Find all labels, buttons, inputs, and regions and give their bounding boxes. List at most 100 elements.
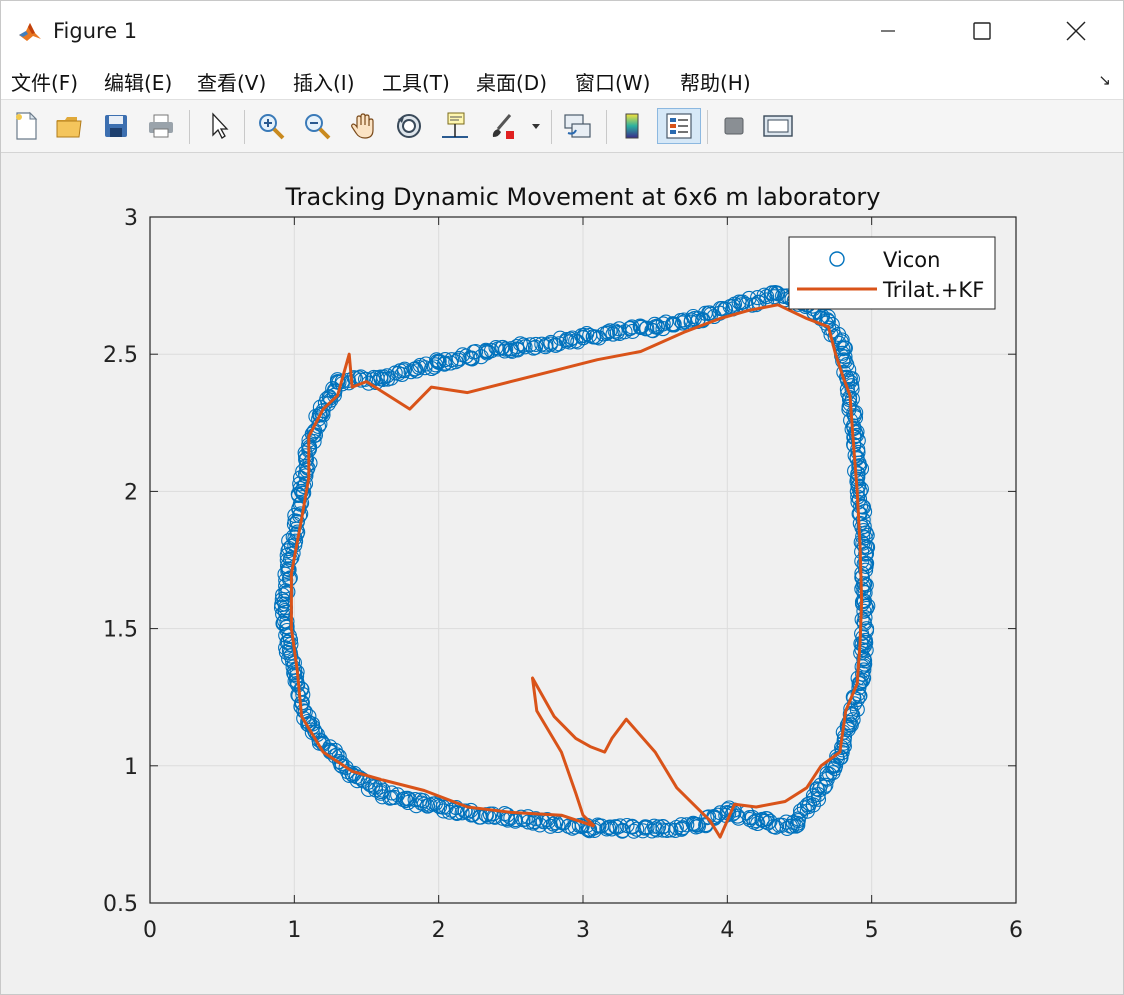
vicon-point — [575, 330, 591, 346]
vicon-marker — [281, 642, 297, 659]
brush-dropdown-button[interactable] — [526, 108, 546, 144]
pan-button[interactable] — [346, 108, 380, 144]
y-tick-label: 0.5 — [103, 892, 138, 917]
vicon-point — [828, 758, 844, 774]
vicon-marker — [436, 356, 453, 372]
chevron-down-icon — [532, 124, 540, 129]
y-tick-label: 1.5 — [103, 618, 138, 643]
vicon-marker — [856, 523, 872, 539]
zoom-in-icon — [259, 114, 285, 140]
vicon-marker — [298, 458, 314, 474]
vicon-marker — [855, 672, 871, 689]
vicon-marker — [384, 785, 400, 801]
legend-icon — [666, 113, 692, 139]
save-button[interactable] — [99, 108, 133, 144]
vicon-marker — [809, 781, 825, 797]
vicon-marker — [395, 791, 411, 808]
vicon-marker — [488, 340, 504, 356]
print-icon — [149, 114, 173, 138]
vicon-point — [503, 341, 519, 357]
vicon-marker — [407, 792, 423, 808]
vicon-marker — [854, 519, 870, 535]
vicon-marker — [383, 370, 399, 386]
new-figure-button[interactable] — [9, 108, 43, 144]
vicon-marker — [357, 371, 374, 387]
x-tick-label: 4 — [720, 918, 734, 943]
brush-icon — [492, 114, 514, 139]
vicon-point — [283, 538, 299, 554]
vicon-marker — [443, 355, 459, 371]
vicon-point — [416, 796, 432, 812]
rotate-3d-button[interactable] — [392, 108, 426, 144]
menu-view[interactable]: 查看(V) — [197, 71, 267, 95]
vicon-point — [856, 634, 873, 650]
vicon-marker — [275, 606, 291, 622]
vicon-marker — [811, 782, 827, 798]
trilat-kf-series — [289, 303, 864, 839]
vicon-point — [431, 354, 447, 370]
vicon-point — [647, 821, 663, 837]
x-tick-label: 3 — [576, 918, 590, 943]
select-arrow-icon — [212, 112, 229, 139]
vicon-point — [293, 483, 310, 499]
link-plot-icon — [564, 114, 591, 138]
menu-overflow-icon[interactable]: ↘ — [1098, 71, 1111, 89]
vicon-marker — [655, 822, 671, 838]
vicon-marker — [750, 290, 766, 306]
legend[interactable]: Vicon Trilat.+KF — [788, 236, 996, 310]
vicon-marker — [742, 810, 758, 826]
legend-vicon-label: Vicon — [883, 248, 940, 272]
minimize-button[interactable] — [841, 1, 935, 61]
vicon-point — [647, 319, 663, 335]
toolbar-separator — [551, 110, 552, 144]
vicon-point — [604, 821, 620, 837]
pan-hand-icon — [351, 113, 374, 139]
maximize-button[interactable] — [935, 1, 1029, 61]
zoom-in-button[interactable] — [254, 108, 288, 144]
vicon-marker — [591, 330, 607, 346]
show-plot-tools-button[interactable] — [761, 108, 795, 144]
vicon-marker — [346, 370, 362, 386]
hide-plot-tools-button[interactable] — [717, 108, 751, 144]
data-cursor-button[interactable] — [438, 108, 472, 144]
menu-edit[interactable]: 编辑(E) — [104, 71, 173, 95]
print-button[interactable] — [144, 108, 178, 144]
vicon-point — [856, 538, 873, 554]
vicon-point — [373, 785, 389, 801]
vicon-marker — [619, 817, 635, 834]
vicon-point — [835, 341, 851, 357]
menu-file[interactable]: 文件(F) — [11, 71, 79, 95]
vicon-marker — [836, 738, 852, 754]
vicon-marker — [281, 571, 297, 587]
legend-button[interactable] — [657, 108, 701, 144]
brush-button[interactable] — [486, 108, 520, 144]
vicon-point — [784, 818, 800, 834]
vicon-marker — [790, 817, 806, 833]
menu-window[interactable]: 窗口(W) — [575, 71, 651, 95]
menu-help[interactable]: 帮助(H) — [680, 71, 751, 95]
vicon-marker — [851, 491, 868, 507]
vicon-marker — [683, 312, 699, 328]
open-file-button[interactable] — [53, 108, 87, 144]
new-figure-icon — [16, 111, 38, 140]
menu-tools[interactable]: 工具(T) — [382, 71, 450, 95]
vicon-marker — [287, 666, 303, 683]
minimize-icon — [881, 30, 895, 32]
vicon-marker — [851, 459, 867, 475]
zoom-out-button[interactable] — [300, 108, 334, 144]
menu-desktop[interactable]: 桌面(D) — [476, 71, 548, 95]
menu-insert[interactable]: 插入(I) — [293, 71, 355, 95]
vicon-marker — [564, 330, 580, 346]
vicon-marker — [754, 812, 770, 828]
colorbar-button[interactable] — [615, 108, 649, 144]
menu-bar: 文件(F) 编辑(E) 查看(V) 插入(I) 工具(T) 桌面(D) 窗口(W… — [1, 61, 1123, 100]
x-tick-label: 2 — [432, 918, 446, 943]
close-button[interactable] — [1029, 1, 1123, 61]
vicon-point — [852, 483, 868, 499]
select-button[interactable] — [201, 108, 235, 144]
vicon-point — [373, 371, 389, 387]
vicon-marker — [279, 558, 296, 574]
link-plot-button[interactable] — [561, 108, 595, 144]
vicon-marker — [396, 363, 412, 379]
vicon-marker — [417, 360, 433, 376]
